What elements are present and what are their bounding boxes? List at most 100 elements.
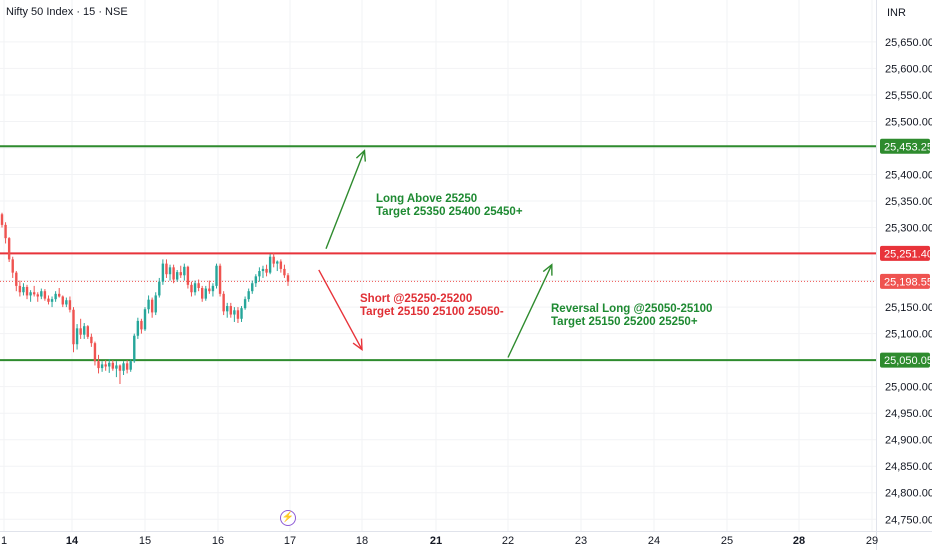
candlestick-series	[0, 212, 290, 385]
chart-grid	[0, 0, 876, 531]
candle-body	[215, 265, 218, 286]
price-label-box	[880, 273, 930, 289]
x-tick-label: 23	[575, 535, 587, 547]
x-tick-label: 22	[502, 535, 514, 547]
time-axis[interactable]: 1 14 15 16 17 18 21 22 23 24 25 28 29	[0, 531, 932, 548]
candle-body	[54, 293, 57, 300]
candle-body	[50, 299, 54, 302]
candle-body	[168, 267, 172, 275]
y-tick-label: 24,850.00	[885, 461, 932, 473]
candle-body	[7, 238, 11, 260]
candle-body	[258, 271, 261, 277]
y-tick-label: 25,350.00	[885, 196, 932, 208]
y-tick-label: 25,100.00	[885, 329, 932, 341]
candle-body	[0, 214, 4, 225]
candle-body	[72, 309, 75, 345]
candle-body	[211, 285, 215, 292]
price-label-box	[880, 138, 930, 154]
candle-body	[100, 364, 104, 369]
candle-body	[197, 283, 200, 289]
candle-body	[261, 268, 265, 272]
candle-body	[129, 361, 132, 370]
candle-body	[279, 261, 283, 269]
reversal-annotation-line2: Target 25150 25200 25250+	[551, 316, 698, 328]
arrow-line	[325, 150, 366, 250]
long-annotation: Long Above 25250 Target 25350 25400 2545…	[376, 193, 523, 219]
candle-body	[218, 265, 222, 294]
candle-body	[236, 310, 240, 319]
x-tick-label: 21	[430, 535, 442, 547]
candle-body	[58, 293, 61, 297]
candle-body	[136, 320, 140, 336]
candle-body	[32, 292, 36, 295]
x-tick-label: 17	[284, 535, 296, 547]
candle-body	[18, 285, 22, 293]
y-tick-label: 24,750.00	[885, 514, 932, 526]
candle-body	[254, 276, 258, 284]
candle-body	[247, 291, 250, 300]
currency-label[interactable]: INR	[887, 7, 906, 19]
candle-body	[68, 300, 72, 310]
trade-arrows	[318, 149, 553, 358]
candle-body	[175, 272, 179, 280]
candle-body	[4, 224, 7, 239]
x-tick-label: 29	[866, 535, 878, 547]
chart-title[interactable]: Nifty 50 Index · 15 · NSE	[6, 6, 128, 18]
y-tick-label: 25,500.00	[885, 116, 932, 128]
level-lines	[0, 145, 876, 362]
price-labels: 25,453.25 25,251.40 25,198.55 25,050.05	[880, 138, 932, 368]
arrow-head	[542, 263, 553, 276]
candle-body	[276, 261, 279, 264]
long-annotation-line1: Long Above 25250	[376, 193, 478, 205]
y-tick-label: 24,900.00	[885, 435, 932, 447]
candle-body	[29, 292, 32, 296]
candle-body	[186, 266, 190, 285]
candle-body	[179, 272, 182, 276]
x-tick-label: 18	[356, 535, 368, 547]
candle-body	[204, 288, 207, 299]
arrow-line	[507, 264, 553, 358]
candle-body	[154, 295, 157, 313]
x-tick-label: 25	[721, 535, 733, 547]
candle-body	[283, 268, 286, 276]
y-tick-label: 25,550.00	[885, 90, 932, 102]
candle-body	[226, 306, 229, 312]
y-tick-label: 24,950.00	[885, 408, 932, 420]
price-label-box	[880, 245, 930, 261]
candle-body	[161, 263, 165, 282]
x-tick-label: 14	[66, 535, 79, 547]
candle-body	[47, 298, 50, 302]
price-label-text: 25,050.05	[884, 355, 932, 367]
candle-body	[43, 291, 47, 299]
candle-body	[268, 256, 272, 273]
candle-body	[272, 256, 275, 264]
price-label-text: 25,251.40	[884, 248, 932, 260]
arrow-head	[352, 338, 363, 351]
lightning-event-icon[interactable]: ⚡	[280, 510, 296, 526]
candle-body	[65, 300, 68, 305]
candle-body	[208, 288, 211, 292]
short-annotation-line2: Target 25150 25100 25050-	[360, 306, 504, 318]
candle-body	[111, 362, 115, 369]
candle-body	[40, 291, 43, 297]
price-axis[interactable]: 25,650.00 25,600.00 25,550.00 25,500.00 25,4…	[876, 0, 932, 550]
x-tick-label: 16	[212, 535, 224, 547]
price-label-text: 25,198.55	[884, 276, 932, 288]
y-tick-label: 25,650.00	[885, 37, 932, 49]
y-tick-label: 25,400.00	[885, 170, 932, 182]
candle-body	[158, 281, 161, 296]
price-label-text: 25,453.25	[884, 141, 932, 153]
y-tick-label: 24,800.00	[885, 488, 932, 500]
candle-body	[143, 309, 147, 330]
reversal-annotation-line1: Reversal Long @25050-25100	[551, 303, 713, 315]
candle-body	[122, 363, 125, 371]
candle-body	[165, 263, 168, 275]
candle-body	[125, 363, 129, 370]
candle-body	[140, 320, 143, 330]
candle-body	[83, 326, 86, 335]
candle-body	[61, 296, 64, 305]
candle-body	[265, 268, 268, 273]
candle-body	[243, 299, 247, 309]
arrow-head	[355, 149, 367, 162]
